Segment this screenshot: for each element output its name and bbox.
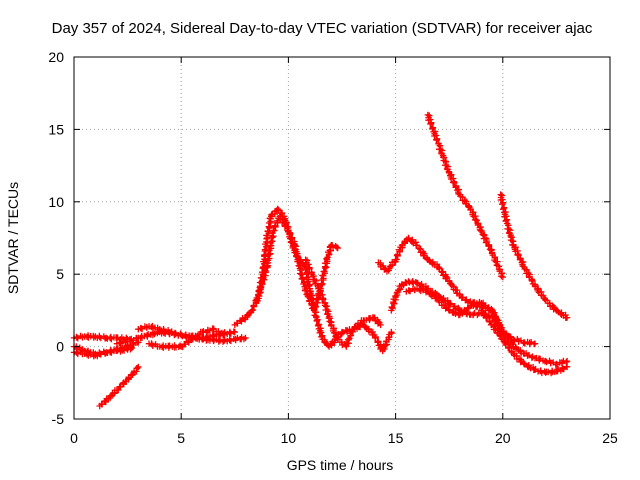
data-series <box>403 285 571 368</box>
y-tick-label: -5 <box>52 411 65 427</box>
series-markers <box>96 363 142 410</box>
data-series <box>497 191 571 321</box>
axis-ticks: 0 5 10 15 20 25 -5 0 5 10 15 20 <box>48 49 618 446</box>
series-markers <box>497 191 571 321</box>
series-markers <box>478 307 571 377</box>
x-tick-label: 20 <box>495 430 511 446</box>
y-tick-label: 0 <box>56 339 64 355</box>
data-series <box>424 111 506 281</box>
data-series <box>96 363 142 410</box>
series-markers <box>403 285 571 368</box>
x-tick-label: 15 <box>388 430 404 446</box>
data-series <box>302 256 395 355</box>
series-markers <box>145 325 228 351</box>
x-tick-label: 0 <box>70 430 78 446</box>
x-tick-label: 25 <box>602 430 618 446</box>
y-tick-label: 15 <box>48 121 64 137</box>
y-tick-label: 10 <box>48 194 64 210</box>
series-markers <box>302 256 395 355</box>
y-tick-label: 20 <box>48 49 64 65</box>
chart-title: Day 357 of 2024, Sidereal Day-to-day VTE… <box>52 20 593 37</box>
x-axis-label: GPS time / hours <box>287 457 394 473</box>
x-tick-label: 5 <box>177 430 185 446</box>
x-tick-label: 10 <box>281 430 297 446</box>
y-tick-label: 5 <box>56 266 64 282</box>
plot-frame <box>73 56 611 420</box>
data-points <box>70 111 571 410</box>
data-series <box>478 307 571 377</box>
series-markers <box>424 111 506 281</box>
y-axis-label: SDTVAR / TECUs <box>5 182 21 294</box>
data-series <box>145 325 228 351</box>
